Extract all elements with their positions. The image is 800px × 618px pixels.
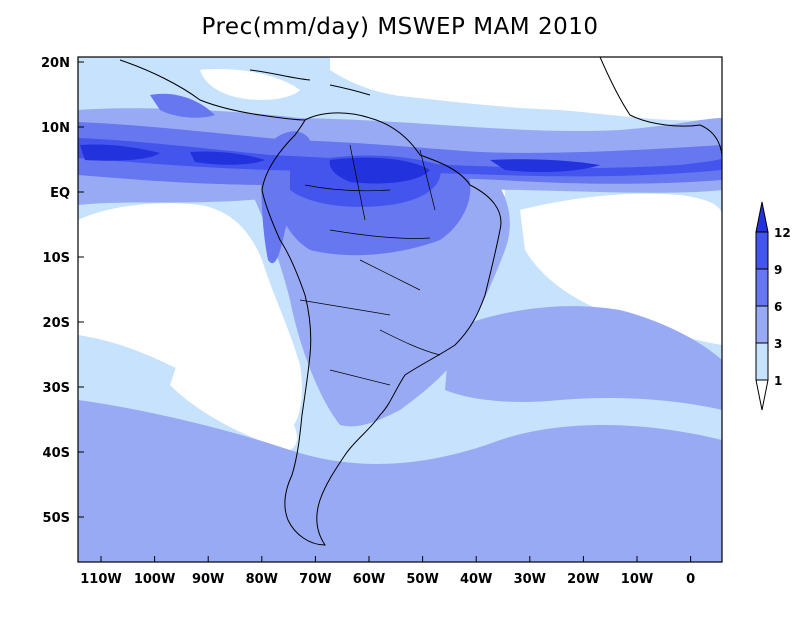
country-borders <box>299 144 441 386</box>
africa-outline <box>599 56 723 156</box>
lon-tick-label: 0 <box>686 572 695 587</box>
colorbar-above-12 <box>755 201 769 233</box>
caribbean-outline <box>249 69 371 96</box>
precip-9-12-itcz <box>78 138 722 177</box>
dry-region-south-atlantic <box>520 193 722 345</box>
colorbar-6-9 <box>755 268 769 307</box>
dry-region-caribbean <box>200 69 300 100</box>
precip-above-12-itcz-mid <box>190 151 265 165</box>
lat-tick-label: EQ <box>50 186 70 201</box>
precip-above-12-amazon <box>329 157 430 184</box>
south-america-outline <box>261 112 502 546</box>
colorbar-label: 12 <box>774 226 791 240</box>
lat-tick-label: 20S <box>43 316 70 331</box>
colorbar-legend: 12 9 6 3 1 <box>755 201 791 411</box>
colorbar-below-1 <box>755 379 769 411</box>
coastlines <box>119 56 723 546</box>
lon-tick-label: 20W <box>567 572 599 587</box>
longitude-axis: 110W 100W 90W 80W 70W 60W 50W 40W 30W 20W 10W 0 <box>80 556 695 587</box>
lon-tick-label: 60W <box>353 572 385 587</box>
lon-tick-label: 100W <box>134 572 175 587</box>
map-frame <box>77 56 723 563</box>
precip-above-12-itcz-west <box>80 144 160 161</box>
lon-tick-label: 10W <box>621 572 653 587</box>
colorbar-label: 3 <box>774 337 782 351</box>
precip-6-9-central-america <box>150 93 215 118</box>
lon-tick-label: 30W <box>514 572 546 587</box>
dry-region-se-pacific <box>170 355 297 450</box>
colorbar-3-6 <box>755 305 769 344</box>
central-america-outline <box>119 59 306 121</box>
precip-above-12-atlantic-itcz <box>490 159 600 173</box>
lon-tick-label: 50W <box>406 572 438 587</box>
lat-tick-label: 50S <box>43 511 70 526</box>
lat-tick-label: 30S <box>43 381 70 396</box>
lon-tick-label: 110W <box>80 572 121 587</box>
latitude-axis: 20N 10N EQ 10S 20S 30S 40S 50S <box>41 56 84 526</box>
lat-tick-label: 40S <box>43 446 70 461</box>
lat-tick-label: 20N <box>41 56 70 71</box>
chart-title: Prec(mm/day) MSWEP MAM 2010 <box>201 14 599 40</box>
colorbar-9-12 <box>755 231 769 270</box>
lon-tick-label: 70W <box>299 572 331 587</box>
lat-tick-label: 10N <box>41 121 70 136</box>
colorbar-label: 1 <box>774 374 782 388</box>
dry-region-east-pacific <box>78 203 302 430</box>
colorbar-label: 9 <box>774 263 782 277</box>
precip-3-6-south-ocean <box>78 400 722 562</box>
lon-tick-label: 40W <box>460 572 492 587</box>
lat-tick-label: 10S <box>43 251 70 266</box>
colorbar-1-3 <box>755 342 769 381</box>
lon-tick-label: 80W <box>246 572 278 587</box>
lon-tick-label: 90W <box>192 572 224 587</box>
colorbar-label: 6 <box>774 300 782 314</box>
precip-3-6-sacz <box>445 306 722 410</box>
